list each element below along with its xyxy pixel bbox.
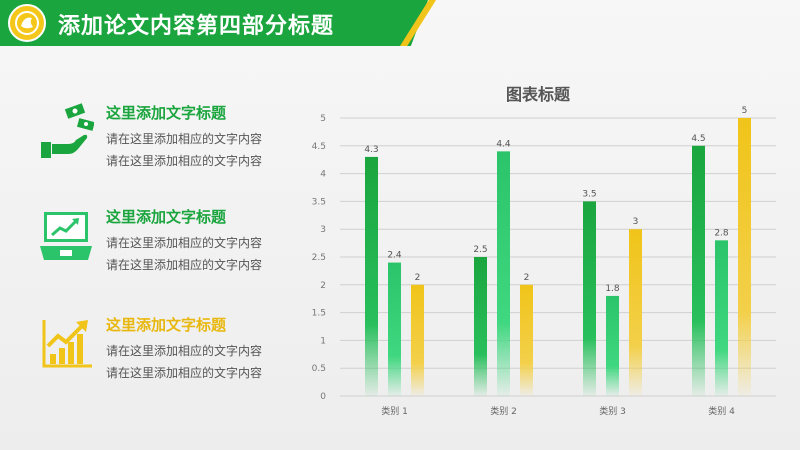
y-tick-label: 5 — [320, 114, 326, 124]
y-tick-label: 0.5 — [312, 364, 326, 374]
bar — [497, 151, 510, 396]
money-hand-icon — [41, 103, 94, 158]
data-label: 3.5 — [582, 189, 596, 199]
data-label: 5 — [742, 106, 748, 116]
item-text: 请在这里添加相应的文字内容 — [106, 258, 263, 272]
item-title: 这里添加文字标题 — [106, 316, 227, 334]
bar — [692, 145, 705, 396]
data-label: 3 — [633, 217, 639, 227]
data-label: 4.3 — [364, 145, 378, 155]
bar — [474, 257, 487, 396]
x-tick-label: 类别 2 — [490, 405, 517, 417]
y-tick-label: 4.5 — [312, 142, 326, 152]
y-tick-label: 2.5 — [312, 253, 326, 263]
item-text: 请在这里添加相应的文字内容 — [106, 366, 263, 380]
logo-icon — [8, 4, 46, 42]
data-label: 4.4 — [496, 139, 511, 149]
bar — [629, 229, 642, 396]
y-tick-label: 1.5 — [312, 309, 326, 319]
chart-title: 图表标题 — [506, 85, 571, 104]
x-tick-label: 类别 1 — [381, 405, 408, 417]
item-title: 这里添加文字标题 — [106, 208, 227, 226]
bar — [388, 262, 401, 396]
header-bar: 添加论文内容第四部分标题 — [0, 0, 800, 46]
bar — [583, 201, 596, 396]
laptop-chart-icon — [40, 212, 92, 260]
x-tick-label: 类别 4 — [708, 405, 735, 417]
bar — [715, 240, 728, 396]
bar — [520, 284, 533, 396]
data-label: 2.8 — [714, 228, 729, 238]
y-tick-label: 4 — [320, 170, 326, 180]
item-text: 请在这里添加相应的文字内容 — [106, 344, 263, 358]
y-tick-label: 1 — [320, 336, 326, 346]
page-title: 添加论文内容第四部分标题 — [58, 14, 335, 39]
growth-chart-icon — [42, 320, 92, 368]
data-label: 2.4 — [387, 251, 402, 261]
item-text: 请在这里添加相应的文字内容 — [106, 132, 263, 146]
item-title: 这里添加文字标题 — [106, 104, 227, 122]
y-tick-label: 2 — [320, 281, 326, 291]
data-label: 2.5 — [473, 245, 487, 255]
bar-chart: 图表标题 0 0.5 1 1.5 2 2.5 3 3.5 4 4.5 5 4.3 2.4 2 类别 1 2.… — [312, 85, 776, 417]
data-label: 2 — [524, 273, 530, 283]
data-label: 2 — [415, 273, 421, 283]
header-background — [0, 0, 428, 46]
y-tick-label: 3 — [320, 225, 326, 235]
data-label: 1.8 — [605, 284, 620, 294]
bar — [606, 295, 619, 396]
y-tick-label: 0 — [320, 392, 326, 402]
bar — [411, 284, 424, 396]
bar — [738, 118, 751, 396]
y-tick-label: 3.5 — [312, 197, 326, 207]
item-text: 请在这里添加相应的文字内容 — [106, 154, 263, 168]
bar — [365, 156, 378, 396]
data-label: 4.5 — [691, 134, 705, 144]
item-text: 请在这里添加相应的文字内容 — [106, 236, 263, 250]
x-tick-label: 类别 3 — [599, 405, 626, 417]
